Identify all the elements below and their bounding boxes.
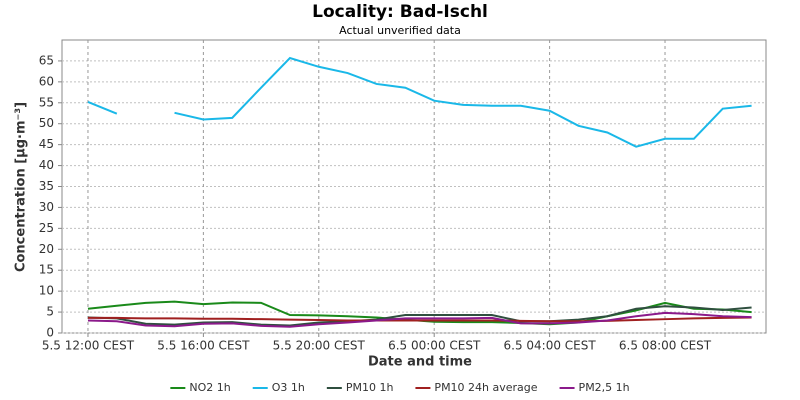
y-tick-label: 55 — [39, 95, 54, 109]
y-tick-label: 60 — [39, 74, 54, 88]
legend-item: NO2 1h — [170, 381, 231, 394]
series-line — [87, 56, 752, 148]
chart-subtitle: Actual unverified data — [339, 24, 461, 37]
x-tick-label: 5.5 16:00 CEST — [157, 339, 250, 353]
x-tick-label: 6.5 00:00 CEST — [388, 339, 481, 353]
y-tick-label: 45 — [39, 137, 54, 151]
y-tick-label: 5 — [46, 305, 54, 319]
y-tick-label: 40 — [39, 158, 54, 172]
y-tick-label: 65 — [39, 53, 54, 67]
x-tick-label: 6.5 08:00 CEST — [619, 339, 712, 353]
chart-title: Locality: Bad-Ischl — [312, 2, 488, 22]
y-tick-label: 30 — [39, 200, 54, 214]
x-tick-label: 6.5 04:00 CEST — [504, 339, 597, 353]
y-tick-label: 0 — [46, 326, 54, 340]
series-line — [87, 311, 752, 328]
y-tick-label: 20 — [39, 242, 54, 256]
x-tick-label: 5.5 12:00 CEST — [42, 339, 135, 353]
y-tick-label: 10 — [39, 284, 54, 298]
y-tick-label: 35 — [39, 179, 54, 193]
legend-label: PM10 1h — [346, 381, 394, 394]
legend-item: O3 1h — [252, 381, 305, 394]
legend-label: O3 1h — [272, 381, 305, 394]
legend-item: PM10 24h average — [415, 381, 538, 394]
legend-item: PM2,5 1h — [559, 381, 630, 394]
y-tick-label: 15 — [39, 263, 54, 277]
y-tick-label: 50 — [39, 116, 54, 130]
series-line — [87, 305, 752, 327]
x-tick-label: 5.5 20:00 CEST — [273, 339, 366, 353]
legend-label: NO2 1h — [189, 381, 230, 394]
legend-item: PM10 1h — [326, 381, 394, 394]
y-tick-label: 25 — [39, 221, 54, 235]
y-axis-label: Concentration [µg·m⁻³] — [14, 102, 29, 272]
series-line — [87, 316, 752, 323]
x-axis-label: Date and time — [368, 355, 472, 370]
legend-label: PM2,5 1h — [579, 381, 630, 394]
legend-label: PM10 24h average — [434, 381, 537, 394]
